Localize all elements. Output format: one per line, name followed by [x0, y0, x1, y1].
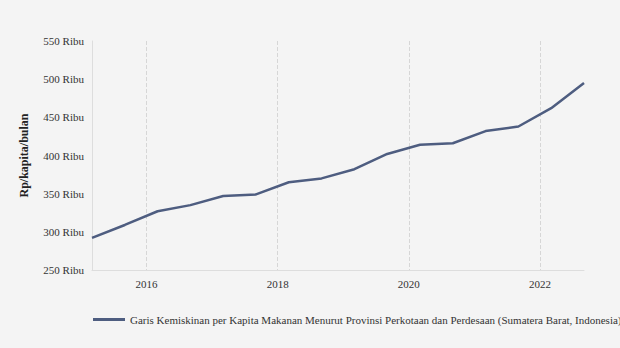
- svg-text:550 Ribu: 550 Ribu: [43, 35, 84, 47]
- svg-text:350 Ribu: 350 Ribu: [43, 188, 84, 200]
- svg-text:2016: 2016: [135, 278, 158, 290]
- svg-text:450 Ribu: 450 Ribu: [43, 111, 84, 123]
- svg-text:2018: 2018: [267, 278, 290, 290]
- svg-text:500 Ribu: 500 Ribu: [43, 73, 84, 85]
- svg-text:2022: 2022: [529, 278, 551, 290]
- svg-text:400 Ribu: 400 Ribu: [43, 150, 84, 162]
- svg-text:250 Ribu: 250 Ribu: [43, 264, 84, 276]
- svg-text:300 Ribu: 300 Ribu: [43, 226, 84, 238]
- svg-text:Garis Kemiskinan per Kapita Ma: Garis Kemiskinan per Kapita Makanan Menu…: [130, 314, 620, 327]
- svg-text:2020: 2020: [398, 278, 421, 290]
- svg-text:Rp/kapita/bulan: Rp/kapita/bulan: [17, 113, 31, 197]
